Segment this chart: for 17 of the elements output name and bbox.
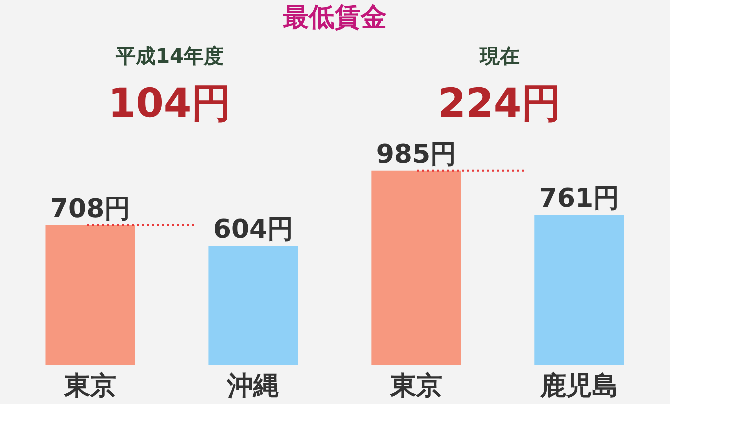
x-tick-label: 東京 xyxy=(389,372,442,402)
bar xyxy=(534,215,624,365)
data-label: 604円 xyxy=(213,214,294,245)
bar xyxy=(46,225,136,365)
data-label: 761円 xyxy=(539,184,620,214)
bar xyxy=(372,170,462,365)
data-label: 708円 xyxy=(50,194,131,224)
x-tick-label: 鹿児島 xyxy=(539,372,618,402)
chart-title: 最低賃金 xyxy=(282,3,387,33)
text: 現在 xyxy=(479,44,520,68)
x-tick-label: 東京 xyxy=(64,372,117,402)
data-label: 985円 xyxy=(376,140,457,170)
bar xyxy=(208,246,298,365)
text: 平成14年度 xyxy=(115,44,224,68)
text: 224円 xyxy=(438,81,562,127)
x-tick-label: 沖縄 xyxy=(226,372,280,402)
text: 104円 xyxy=(108,81,232,127)
